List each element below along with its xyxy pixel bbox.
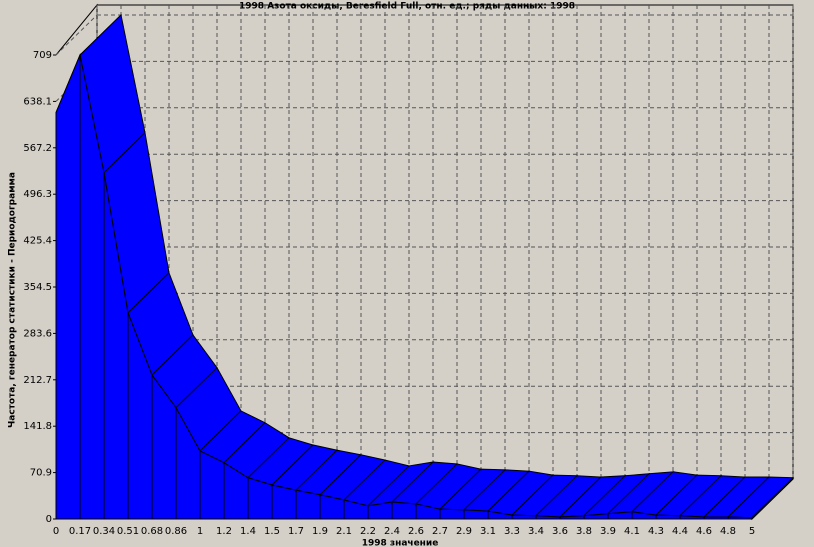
y-tick-label: 141.8 bbox=[23, 421, 52, 432]
x-tick-label: 2.7 bbox=[432, 526, 448, 537]
x-tick-label: 4.1 bbox=[624, 526, 640, 537]
x-tick-label: 4.8 bbox=[720, 526, 736, 537]
x-tick-label: 3.4 bbox=[528, 526, 544, 537]
y-tick-label: 496.3 bbox=[23, 189, 52, 200]
x-axis-label: 1998 значение bbox=[362, 539, 439, 547]
x-tick-label: 0.68 bbox=[141, 526, 163, 537]
grid-line bbox=[55, 14, 98, 56]
x-tick-label: 1.4 bbox=[240, 526, 256, 537]
y-axis-label: Частота, генератор статистики - Периодог… bbox=[8, 172, 18, 428]
x-tick-label: 1.7 bbox=[288, 526, 304, 537]
x-tick-label: 5 bbox=[749, 526, 755, 537]
x-tick-label: 0 bbox=[53, 526, 59, 537]
y-tick-label: 709 bbox=[33, 50, 52, 61]
x-tick-label: 4.3 bbox=[648, 526, 664, 537]
x-tick-label: 0.51 bbox=[117, 526, 139, 537]
x-tick-label: 0.86 bbox=[165, 526, 187, 537]
x-tick-label: 2.1 bbox=[336, 526, 352, 537]
y-tick-label: 283.6 bbox=[23, 328, 52, 339]
y-tick-label: 0 bbox=[46, 514, 52, 525]
x-tick-label: 3.6 bbox=[552, 526, 568, 537]
chart-title: 1998 Азота оксиды, Beresfield Full, отн.… bbox=[239, 2, 575, 12]
y-tick-label: 425.4 bbox=[23, 236, 52, 247]
x-tick-label: 4.6 bbox=[696, 526, 712, 537]
x-tick-label: 1.2 bbox=[216, 526, 232, 537]
x-tick-label: 3.3 bbox=[504, 526, 520, 537]
y-tick-label: 354.5 bbox=[23, 282, 52, 293]
x-tick-label: 1 bbox=[197, 526, 203, 537]
x-tick-label: 2.9 bbox=[456, 526, 472, 537]
x-tick-label: 1.5 bbox=[264, 526, 280, 537]
x-tick-label: 2.6 bbox=[408, 526, 424, 537]
x-tick-label: 3.1 bbox=[480, 526, 496, 537]
x-tick-label: 2.2 bbox=[360, 526, 376, 537]
x-tick-label: 1.9 bbox=[312, 526, 328, 537]
x-tick-label: 0.17 bbox=[69, 526, 91, 537]
x-tick-label: 2.4 bbox=[384, 526, 400, 537]
x-tick-label: 3.9 bbox=[600, 526, 616, 537]
y-tick-label: 638.1 bbox=[23, 96, 52, 107]
y-tick-label: 567.2 bbox=[23, 143, 52, 154]
x-tick-label: 0.34 bbox=[93, 526, 115, 537]
y-tick-label: 70.9 bbox=[30, 468, 52, 479]
y-tick-label: 212.7 bbox=[23, 375, 52, 386]
x-tick-label: 3.8 bbox=[576, 526, 592, 537]
x-tick-label: 4.4 bbox=[672, 526, 688, 537]
